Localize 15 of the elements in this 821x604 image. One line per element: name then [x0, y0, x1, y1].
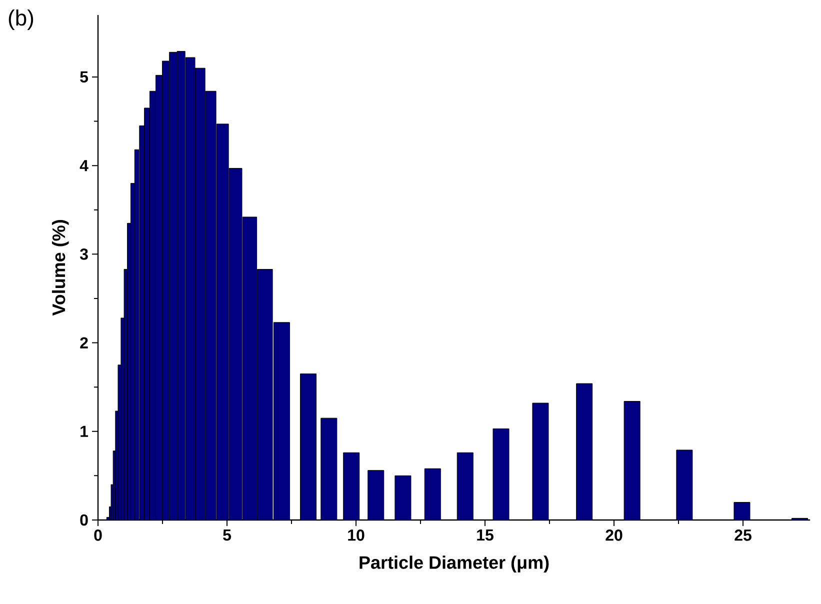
- x-tick-label: 5: [223, 529, 232, 541]
- x-tick-label: 25: [734, 530, 752, 541]
- text: (b): [8, 10, 34, 30]
- y-tick-label: 0: [80, 514, 88, 526]
- x-tick-label: 15: [477, 529, 494, 541]
- y-tick-label: 1: [80, 426, 88, 437]
- x-axis-title: Particle Diameter (μm): [360, 556, 549, 572]
- x-tick-label: 10: [348, 530, 364, 541]
- y-tick-label: 5: [80, 71, 88, 83]
- x-tick-label: 0: [94, 530, 102, 541]
- y-tick-label: 2: [80, 337, 88, 348]
- y-axis-title: Volume (%): [52, 220, 69, 316]
- y-tick-label: 4: [80, 160, 88, 172]
- x-tick-label: 20: [606, 530, 622, 541]
- y-tick-label: 3: [80, 248, 88, 260]
